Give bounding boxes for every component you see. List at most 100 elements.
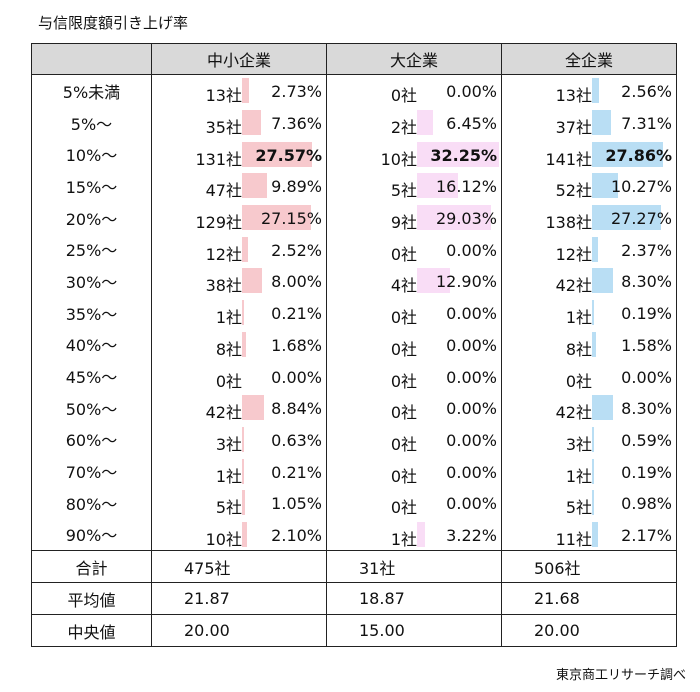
percent-value: 2.52% — [271, 240, 322, 260]
count-value: 0社 — [390, 466, 417, 486]
count-value: 0社 — [390, 371, 417, 391]
percent-value: 0.63% — [271, 430, 322, 450]
percent-value: 0.00% — [446, 462, 497, 482]
source-note: 東京商工リサーチ調べ — [555, 668, 686, 683]
data-cell-small: 35社 7.36% — [151, 106, 327, 139]
count-value: 10社 — [380, 149, 417, 169]
summary-value-all: 21.68 — [501, 582, 677, 616]
summary-label: 中央値 — [31, 614, 152, 648]
data-cell-large: 9社 29.03% — [326, 201, 502, 234]
count-value: 47社 — [205, 181, 242, 201]
percent-value: 3.22% — [446, 525, 497, 545]
data-cell-all: 0社 0.00% — [501, 360, 677, 392]
count-value: 138社 — [545, 213, 592, 233]
percent-value: 2.37% — [621, 240, 672, 260]
count-value: 3社 — [565, 434, 592, 454]
data-cell-large: 4社 12.90% — [326, 265, 502, 297]
percent-value: 0.00% — [271, 367, 322, 387]
data-cell-all: 13社 2.56% — [501, 73, 677, 107]
summary-value-all: 506社 — [501, 550, 677, 584]
percent-value: 29.03% — [435, 209, 497, 229]
table-row: 70%～ 1社 0.21% 0社 0.00% 1社 0.19% — [31, 455, 677, 487]
data-cell-all: 42社 8.30% — [501, 265, 677, 297]
data-cell-large: 1社 3.22% — [326, 518, 502, 552]
data-cell-large: 0社 0.00% — [326, 233, 502, 266]
data-bar — [592, 268, 614, 294]
row-label: 5%～ — [31, 106, 152, 139]
table-row: 50%～ 42社 8.84% 0社 0.00% 42社 8.30% — [31, 391, 677, 424]
percent-value: 7.31% — [621, 114, 672, 134]
count-value: 3社 — [215, 434, 242, 454]
data-bar — [242, 141, 313, 167]
row-label: 70%～ — [31, 455, 152, 487]
data-cell-all: 12社 2.37% — [501, 233, 677, 266]
data-bar — [242, 331, 247, 357]
data-bar — [242, 173, 268, 199]
count-value: 12社 — [555, 244, 592, 264]
count-value: 37社 — [555, 118, 592, 138]
summary-body: 合計 475社 31社 506社 平均値 21.87 18.87 21.68 中央値 20.00 1… — [31, 550, 677, 648]
row-label: 20%～ — [31, 201, 152, 234]
summary-label: 平均値 — [31, 582, 152, 616]
count-value: 1社 — [215, 308, 242, 328]
bins-body: 5%未満 13社 2.73% 0社 0.00% 13社 2.56% 5%～ 35社 7.36% 2社… — [31, 73, 677, 552]
count-value: 1社 — [565, 466, 592, 486]
data-bar — [242, 205, 312, 231]
count-value: 13社 — [555, 86, 592, 106]
data-cell-small: 1社 0.21% — [151, 296, 327, 329]
table-row: 60%～ 3社 0.63% 0社 0.00% 3社 0.59% — [31, 423, 677, 456]
summary-label: 合計 — [31, 550, 152, 584]
data-cell-small: 0社 0.00% — [151, 360, 327, 392]
percent-value: 2.56% — [621, 82, 672, 102]
data-bar — [242, 395, 265, 421]
percent-value: 8.84% — [271, 399, 322, 419]
table-row: 5%～ 35社 7.36% 2社 6.45% 37社 7.31% — [31, 106, 677, 139]
row-label: 60%～ — [31, 423, 152, 456]
count-value: 4社 — [390, 276, 417, 296]
table-row: 10%～ 131社 27.57% 10社 32.25% 141社 27.86% — [31, 138, 677, 171]
data-cell-all: 1社 0.19% — [501, 296, 677, 329]
data-bar — [417, 141, 499, 167]
data-cell-all: 5社 0.98% — [501, 486, 677, 519]
data-cell-small: 13社 2.73% — [151, 73, 327, 107]
data-cell-all: 3社 0.59% — [501, 423, 677, 456]
percent-value: 0.00% — [446, 399, 497, 419]
column-header-large: 大企業 — [326, 43, 502, 75]
count-value: 35社 — [205, 118, 242, 138]
header-row: 中小企業 大企業 全企業 — [31, 43, 677, 75]
percent-value: 2.10% — [271, 525, 322, 545]
row-label: 45%～ — [31, 360, 152, 392]
count-value: 8社 — [565, 339, 592, 359]
percent-value: 27.86% — [605, 145, 672, 165]
count-value: 8社 — [215, 339, 242, 359]
row-label: 50%～ — [31, 391, 152, 424]
data-bar — [417, 205, 491, 231]
table-row: 25%～ 12社 2.52% 0社 0.00% 12社 2.37% — [31, 233, 677, 266]
data-cell-all: 8社 1.58% — [501, 328, 677, 361]
percent-value: 27.27% — [610, 209, 672, 229]
data-bar — [592, 110, 611, 136]
data-cell-large: 0社 0.00% — [326, 73, 502, 107]
table-row: 35%～ 1社 0.21% 0社 0.00% 1社 0.19% — [31, 296, 677, 329]
percent-value: 12.90% — [435, 272, 497, 292]
percent-value: 0.21% — [271, 304, 322, 324]
count-value: 0社 — [390, 86, 417, 106]
data-cell-small: 38社 8.00% — [151, 265, 327, 297]
data-cell-small: 1社 0.21% — [151, 455, 327, 487]
table-row: 80%～ 5社 1.05% 0社 0.00% 5社 0.98% — [31, 486, 677, 519]
data-cell-all: 37社 7.31% — [501, 106, 677, 139]
data-cell-all: 11社 2.17% — [501, 518, 677, 552]
data-cell-all: 52社 10.27% — [501, 170, 677, 202]
data-bar — [592, 395, 614, 421]
data-cell-small: 42社 8.84% — [151, 391, 327, 424]
data-bar — [417, 268, 450, 294]
table-row: 45%～ 0社 0.00% 0社 0.00% 0社 0.00% — [31, 360, 677, 392]
data-bar — [592, 141, 663, 167]
count-value: 0社 — [390, 308, 417, 328]
row-label: 90%～ — [31, 518, 152, 552]
count-value: 141社 — [545, 149, 592, 169]
table-row: 5%未満 13社 2.73% 0社 0.00% 13社 2.56% — [31, 73, 677, 107]
count-value: 52社 — [555, 181, 592, 201]
table-row: 20%～ 129社 27.15% 9社 29.03% 138社 27.27% — [31, 201, 677, 234]
data-cell-large: 5社 16.12% — [326, 170, 502, 202]
